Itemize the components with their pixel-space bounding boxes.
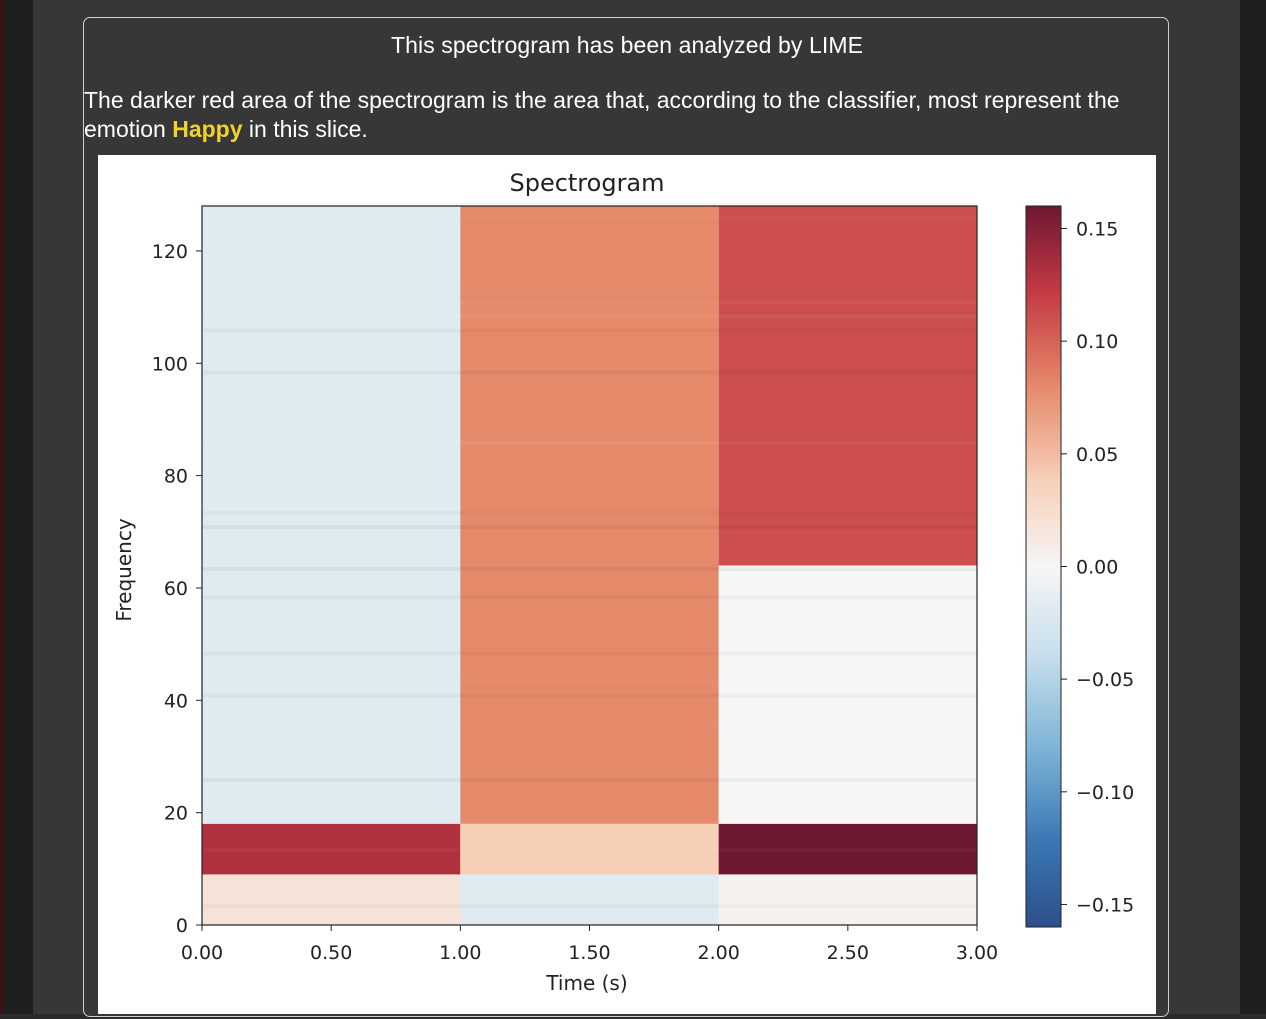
description-text: The darker red area of the spectrogram i… <box>84 86 1174 144</box>
texture-stripe <box>202 694 977 698</box>
x-tick-label: 3.00 <box>956 942 998 964</box>
y-tick-label: 20 <box>164 803 188 825</box>
heatmap-cell <box>718 823 977 875</box>
texture-stripe <box>202 371 977 375</box>
heatmap-cell <box>718 874 977 925</box>
y-tick-label: 80 <box>164 466 188 488</box>
x-tick-label: 2.50 <box>827 942 869 964</box>
colorbar <box>1025 205 1062 928</box>
x-tick-label: 2.00 <box>698 942 740 964</box>
colorbar-tick-label: −0.05 <box>1076 669 1134 691</box>
texture-stripe <box>202 820 977 824</box>
texture-stripe <box>202 286 977 290</box>
chart-title: Spectrogram <box>509 169 664 197</box>
texture-stripe <box>202 300 977 305</box>
x-tick-label: 1.50 <box>568 942 610 964</box>
y-axis: 0 20 40 60 80 100 120 <box>152 241 202 937</box>
colorbar-tick-label: 0.00 <box>1076 557 1118 579</box>
x-tick-label: 1.00 <box>439 942 481 964</box>
y-tick-label: 120 <box>152 241 188 263</box>
texture-stripe <box>202 525 977 530</box>
spectrogram-chart: Spectrogram 0.00 0.50 1.00 1.50 2.00 2.50 3.00… <box>112 169 1134 995</box>
window-left-edge <box>0 0 33 1014</box>
texture-stripe <box>202 511 977 515</box>
colorbar-tick-label: −0.15 <box>1076 894 1134 916</box>
colorbar-tick-label: 0.05 <box>1076 444 1118 466</box>
heatmap-cell <box>202 874 461 925</box>
texture-stripe <box>202 848 977 852</box>
texture-stripe <box>202 216 977 220</box>
x-axis-label: Time (s) <box>545 971 627 995</box>
emotion-label: Happy <box>172 116 243 142</box>
texture-stripe <box>202 651 977 655</box>
heatmap-cell <box>460 874 719 925</box>
heatmap-texture <box>202 216 977 908</box>
texture-stripe <box>202 595 977 599</box>
y-axis-label: Frequency <box>112 518 136 621</box>
y-tick-label: 40 <box>164 690 188 712</box>
x-tick-label: 0.00 <box>181 942 223 964</box>
heatmap-cell <box>718 206 977 566</box>
heatmap-cell <box>202 823 461 875</box>
heatmap-cell <box>202 206 461 824</box>
description-after: in this slice. <box>242 116 368 142</box>
colorbar-tick-label: −0.10 <box>1076 782 1134 804</box>
colorbar-tick-label: 0.10 <box>1076 331 1118 353</box>
texture-stripe <box>202 440 977 445</box>
texture-stripe <box>202 904 977 908</box>
x-axis: 0.00 0.50 1.00 1.50 2.00 2.50 3.00 <box>181 925 998 964</box>
heatmap-cells <box>202 206 977 925</box>
heatmap-cell <box>718 565 977 824</box>
y-tick-label: 60 <box>164 578 188 600</box>
texture-stripe <box>202 777 977 782</box>
heatmap-cell <box>460 823 719 875</box>
x-tick-label: 0.50 <box>310 942 352 964</box>
texture-stripe <box>202 314 977 319</box>
colorbar-ticks: 0.15 0.10 0.05 0.00 −0.05 −0.10 −0.15 <box>1061 219 1134 916</box>
texture-stripe <box>202 680 977 684</box>
texture-stripe <box>202 328 977 332</box>
description-before: The darker red area of the spectrogram i… <box>84 87 1120 142</box>
spectrogram-figure: Spectrogram 0.00 0.50 1.00 1.50 2.00 2.50 3.00… <box>98 155 1156 1014</box>
y-tick-label: 0 <box>176 915 188 937</box>
y-tick-label: 100 <box>152 353 188 375</box>
texture-stripe <box>202 567 977 572</box>
texture-stripe <box>202 722 977 726</box>
colorbar-tick-label: 0.15 <box>1076 219 1118 241</box>
window-right-edge <box>1240 0 1266 1014</box>
heatmap-cell <box>460 206 719 824</box>
card-title: This spectrogram has been analyzed by LI… <box>390 32 864 58</box>
